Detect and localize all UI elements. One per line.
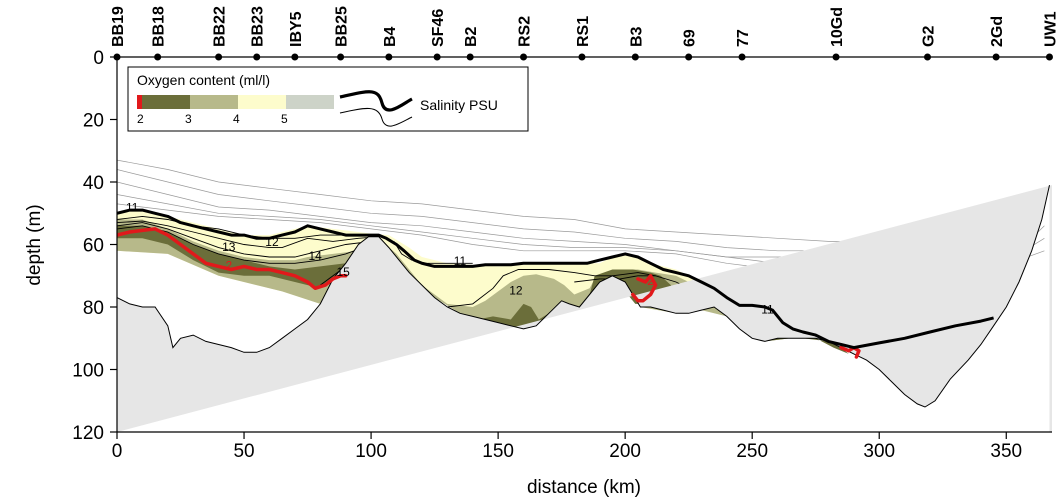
legend-oxygen-tick: 3 <box>185 112 192 126</box>
plot-content: 11 13 12 14 15 11 12 11 2 2 <box>117 159 1052 432</box>
station-label: 2Gd <box>989 16 1006 47</box>
station-marker <box>924 53 932 61</box>
station-label: 77 <box>735 29 752 47</box>
station-marker <box>466 53 474 61</box>
y-tick-label: 20 <box>83 111 104 132</box>
legend-color-swatch <box>238 95 286 109</box>
station-label: BB22 <box>212 6 229 47</box>
station-marker <box>738 53 746 61</box>
plot-area: 11 13 12 14 15 11 12 11 2 2 <box>117 159 1052 432</box>
station-label: BB25 <box>334 6 351 47</box>
station-marker <box>520 53 528 61</box>
x-tick-label: 250 <box>736 441 768 462</box>
station-label: RS2 <box>517 16 534 47</box>
contour-label: 11 <box>454 254 467 268</box>
legend-color-swatch <box>142 95 190 109</box>
contour-label: 13 <box>222 240 236 254</box>
salinity-contour <box>117 220 379 249</box>
legend-salinity-label: Salinity PSU <box>420 97 498 113</box>
y-tick-label: 100 <box>72 361 104 382</box>
legend-oxygen-title: Oxygen content (ml/l) <box>137 72 270 88</box>
y-tick-label: 80 <box>83 298 104 319</box>
station-marker <box>685 53 693 61</box>
contour-label: 12 <box>265 235 279 249</box>
legend-color-swatch <box>137 95 142 109</box>
y-tick-label: 120 <box>72 423 104 444</box>
station-label: IBY5 <box>288 11 305 47</box>
oxygen-patch-4-5 <box>117 210 798 326</box>
x-tick-label: 300 <box>863 441 895 462</box>
station-label: BB23 <box>250 6 267 47</box>
station-label: RS1 <box>575 16 592 47</box>
legend: Oxygen content (ml/l) 2 3 4 5 Salinity PSU <box>127 66 529 132</box>
station-label: 69 <box>682 29 699 47</box>
station-marker <box>578 53 586 61</box>
oxygen-patch-2-3 <box>117 225 405 289</box>
station-marker <box>1045 53 1053 61</box>
station-label: SF46 <box>430 9 447 47</box>
legend-oxygen-tick: 2 <box>137 112 144 126</box>
seabed-line <box>117 184 1050 408</box>
legend-color-swatch <box>190 95 238 109</box>
salinity-contour <box>117 225 379 264</box>
station-label: UW1 <box>1042 11 1059 47</box>
legend-oxygen-tick: 5 <box>281 112 288 126</box>
contour-label: 12 <box>509 284 523 298</box>
station-label: 10Gd <box>829 7 846 47</box>
x-tick-label: 100 <box>355 441 387 462</box>
legend-salinity-thick <box>339 90 413 112</box>
contour-label: 11 <box>126 201 139 215</box>
station-marker <box>154 53 162 61</box>
seabed-fill <box>117 185 1052 432</box>
legend-salinity-thin <box>339 108 413 127</box>
station-label: G2 <box>921 26 938 47</box>
x-tick-label: 200 <box>609 441 641 462</box>
contour-label: 14 <box>308 249 322 263</box>
station-label: B2 <box>463 26 480 47</box>
low-oxygen-line <box>117 227 348 291</box>
low-oxygen-line <box>631 274 658 303</box>
station-label: B3 <box>628 26 645 47</box>
salinity-contour <box>117 222 379 258</box>
y-tick-label: 0 <box>93 48 104 69</box>
red-contour-label: 2 <box>647 274 654 288</box>
station-marker <box>631 53 639 61</box>
x-axis-title: distance (km) <box>527 477 641 498</box>
x-tick-label: 0 <box>112 441 123 462</box>
red-contour-label: 2 <box>225 259 232 273</box>
station-marker <box>215 53 223 61</box>
station-marker <box>113 53 121 61</box>
station-marker <box>433 53 441 61</box>
x-tick-label: 350 <box>990 441 1022 462</box>
station-label: BB18 <box>151 6 168 47</box>
x-tick-label: 150 <box>482 441 514 462</box>
contour-label: 11 <box>761 302 774 316</box>
x-tick-label: 50 <box>233 441 254 462</box>
station-label: BB19 <box>110 6 127 47</box>
legend-color-swatch <box>286 95 334 109</box>
y-tick-label: 40 <box>83 173 104 194</box>
y-tick-label: 60 <box>83 236 104 257</box>
contour-label: 15 <box>336 265 350 279</box>
station-marker <box>253 53 261 61</box>
legend-oxygen-tick: 4 <box>233 112 240 126</box>
station-marker <box>291 53 299 61</box>
station-label: B4 <box>382 26 399 47</box>
station-marker <box>385 53 393 61</box>
salinity-thick-line <box>117 208 994 350</box>
station-marker <box>992 53 1000 61</box>
axes: 0 50 100 150 200 250 300 350 0 20 40 60 80 100 120 BB19… <box>72 6 1059 462</box>
station-marker <box>832 53 840 61</box>
y-axis-title: depth (m) <box>24 204 45 285</box>
station-marker <box>337 53 345 61</box>
